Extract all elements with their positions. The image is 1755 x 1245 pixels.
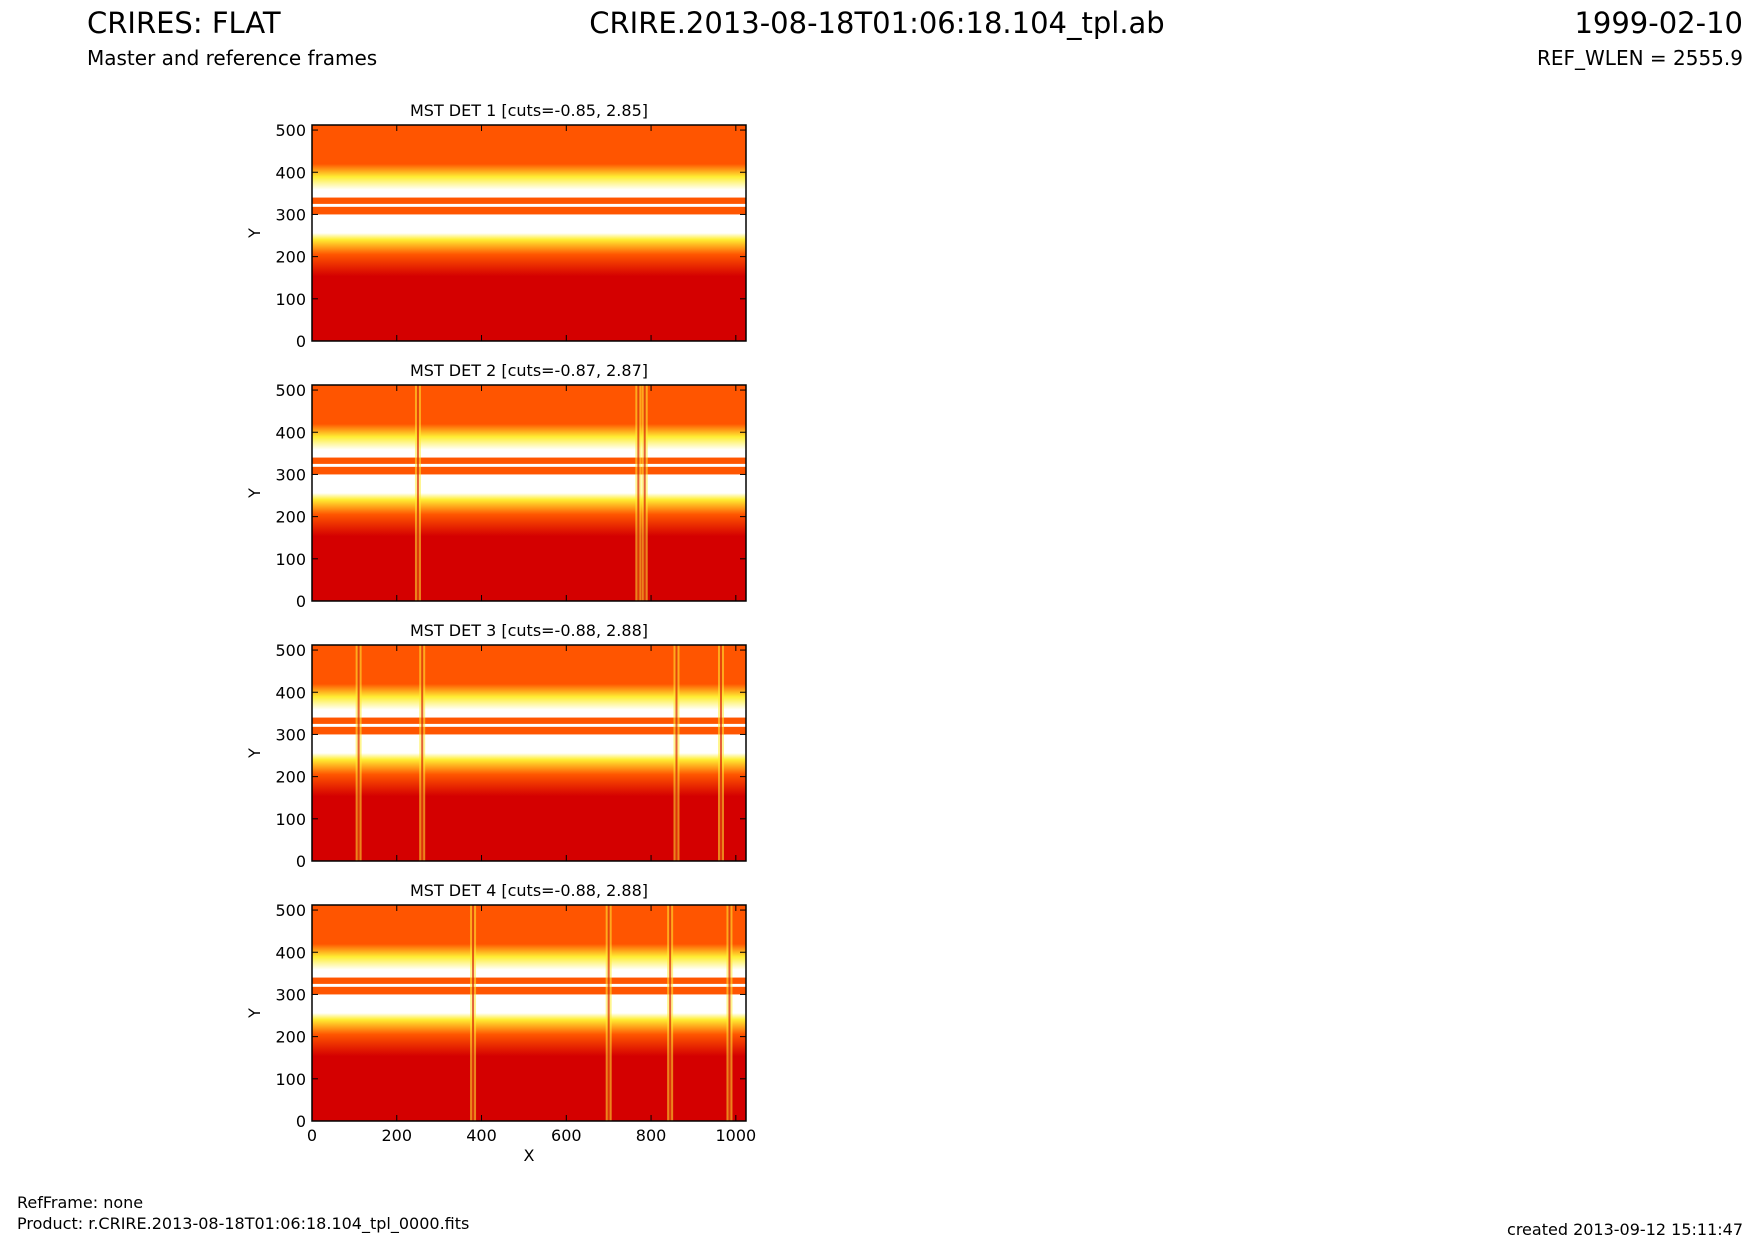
panel-title: MST DET 3 [cuts=-0.88, 2.88] [410, 621, 648, 640]
panel-title: MST DET 1 [cuts=-0.85, 2.85] [410, 101, 648, 120]
y-tick-label: 100 [275, 1070, 306, 1089]
order-band [312, 977, 746, 984]
product-note: Product: r.CRIRE.2013-08-18T01:06:18.104… [17, 1214, 470, 1233]
column-core [421, 645, 424, 861]
y-tick-label: 300 [275, 205, 306, 224]
y-tick-label: 300 [275, 725, 306, 744]
y-tick-label: 100 [275, 810, 306, 829]
detector-panel-1: MST DET 1 [cuts=-0.85, 2.85] 0 100 200 300 40… [245, 101, 747, 351]
panel-title: MST DET 4 [cuts=-0.88, 2.88] [410, 881, 648, 900]
refframe-note: RefFrame: none [17, 1193, 144, 1212]
ref-wlen: REF_WLEN = 2555.9 [1536, 46, 1743, 70]
y-tick-label: 400 [275, 163, 306, 182]
figure-title: CRIRES: FLAT [87, 6, 281, 40]
y-axis-label: Y [245, 488, 264, 499]
y-tick-label: 200 [275, 248, 306, 267]
y-tick-label: 500 [275, 121, 306, 140]
column-core [416, 385, 419, 601]
detector-panel-3: MST DET 3 [cuts=-0.88, 2.88] 0 100 200 300 40… [245, 621, 747, 871]
y-tick-label: 300 [275, 465, 306, 484]
file-name: CRIRE.2013-08-18T01:06:18.104_tpl.ab [589, 6, 1165, 40]
order-band [312, 466, 746, 475]
column-core [719, 645, 722, 861]
x-tick-label: 1000 [715, 1126, 756, 1145]
y-tick-label: 100 [275, 290, 306, 309]
order-band [312, 717, 746, 724]
obs-date: 1999-02-10 [1574, 6, 1743, 40]
detector-image-1 [312, 125, 746, 341]
y-tick-label: 300 [275, 985, 306, 1004]
y-tick-label: 0 [296, 592, 306, 611]
detector-image-2 [312, 385, 746, 601]
order-band [312, 197, 746, 204]
detector-panel-4: MST DET 4 [cuts=-0.88, 2.88] 0 100 200 300 40… [245, 881, 756, 1165]
order-band [312, 986, 746, 995]
column-core [472, 905, 475, 1121]
x-tick-label: 400 [466, 1126, 497, 1145]
axes-frame [311, 124, 747, 342]
x-tick-label: 0 [307, 1126, 317, 1145]
y-tick-label: 400 [275, 943, 306, 962]
order-band [312, 457, 746, 464]
column-core [607, 905, 610, 1121]
column-core [669, 905, 672, 1121]
axes-frame [311, 384, 747, 602]
detector-image-3 [312, 645, 746, 861]
detector-panel-2: MST DET 2 [cuts=-0.87, 2.87] 0 100 200 300 40… [245, 361, 747, 611]
y-axis-label: Y [245, 228, 264, 239]
axes-frame [311, 644, 747, 862]
y-tick-label: 400 [275, 683, 306, 702]
y-tick-label: 200 [275, 768, 306, 787]
detector-image-4 [312, 905, 746, 1121]
y-tick-label: 200 [275, 508, 306, 527]
y-tick-label: 200 [275, 1028, 306, 1047]
x-tick-label: 200 [381, 1126, 412, 1145]
x-tick-label: 800 [636, 1126, 667, 1145]
y-tick-label: 500 [275, 381, 306, 400]
y-tick-label: 0 [296, 332, 306, 351]
column-core [675, 645, 678, 861]
column-core [637, 385, 640, 601]
y-tick-label: 400 [275, 423, 306, 442]
column-core [728, 905, 731, 1121]
order-band [312, 206, 746, 215]
created-note: created 2013-09-12 15:11:47 [1507, 1220, 1743, 1239]
order-band [312, 726, 746, 735]
x-tick-label: 600 [551, 1126, 582, 1145]
y-tick-label: 0 [296, 852, 306, 871]
y-tick-label: 0 [296, 1112, 306, 1131]
y-tick-label: 500 [275, 901, 306, 920]
axes-frame [311, 904, 747, 1122]
column-core [357, 645, 360, 861]
y-axis-label: Y [245, 748, 264, 759]
y-axis-label: Y [245, 1008, 264, 1019]
y-tick-label: 500 [275, 641, 306, 660]
panel-title: MST DET 2 [cuts=-0.87, 2.87] [410, 361, 648, 380]
x-axis-label: X [524, 1146, 535, 1165]
column-core [643, 385, 646, 601]
figure-subtitle: Master and reference frames [87, 46, 378, 70]
y-tick-label: 100 [275, 550, 306, 569]
